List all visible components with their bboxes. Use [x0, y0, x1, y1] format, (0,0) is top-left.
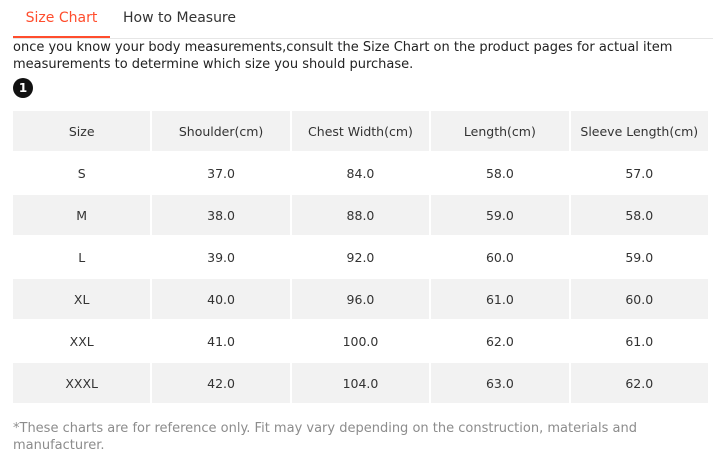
cell-sleeve-length: 58.0 — [570, 195, 708, 235]
cell-size: S — [77, 165, 86, 181]
table-row: M 38.0 88.0 59.0 58.0 — [13, 195, 708, 235]
cell-size: L — [78, 249, 86, 265]
column-header-length: Length(cm) — [431, 111, 569, 151]
cell-shoulder: 42.0 — [152, 363, 290, 403]
cell-sleeve-length: 60.0 — [570, 279, 708, 319]
cell-length: 62.0 — [485, 333, 514, 349]
table-row: XL 40.0 96.0 61.0 60.0 — [13, 279, 708, 319]
cell-shoulder: 39.0 — [207, 249, 235, 265]
cell-shoulder: 40.0 — [152, 279, 290, 319]
cell-chest-width: 84.0 — [346, 165, 375, 181]
column-header-sleeve-length: Sleeve Length(cm) — [570, 111, 708, 151]
cell-length: 58.0 — [485, 165, 514, 181]
cell-length: 63.0 — [431, 363, 569, 403]
size-chart-table: Size Shoulder(cm) Chest Width(cm) Length… — [11, 109, 710, 405]
table-header-row: Size Shoulder(cm) Chest Width(cm) Length… — [13, 111, 708, 151]
cell-sleeve-length: 61.0 — [625, 333, 654, 349]
reference-disclaimer: *These charts are for reference only. Fi… — [13, 421, 637, 453]
cell-chest-width: 96.0 — [291, 279, 430, 319]
cell-length: 60.0 — [485, 249, 514, 265]
tab-bar: Size Chart How to Measure — [13, 0, 713, 39]
column-header-shoulder: Shoulder(cm) — [152, 111, 290, 151]
cell-chest-width: 88.0 — [291, 195, 430, 235]
table-row: XXL 41.0 100.0 62.0 61.0 — [13, 321, 708, 361]
cell-shoulder: 38.0 — [152, 195, 290, 235]
cell-sleeve-length: 57.0 — [625, 165, 654, 181]
column-header-size: Size — [13, 111, 151, 151]
cell-sleeve-length: 62.0 — [570, 363, 708, 403]
cell-length: 61.0 — [431, 279, 569, 319]
cell-shoulder: 41.0 — [207, 333, 235, 349]
tab-size-chart[interactable]: Size Chart — [13, 0, 110, 38]
table-row: L 39.0 92.0 60.0 59.0 — [13, 237, 708, 277]
cell-chest-width: 100.0 — [342, 333, 379, 349]
cell-shoulder: 37.0 — [207, 165, 235, 181]
cell-length: 59.0 — [431, 195, 569, 235]
table-row: S 37.0 84.0 58.0 57.0 — [13, 153, 708, 193]
cell-size: XXXL — [13, 363, 151, 403]
table-row: XXXL 42.0 104.0 63.0 62.0 — [13, 363, 708, 403]
column-header-chest-width: Chest Width(cm) — [291, 111, 430, 151]
tab-how-to-measure[interactable]: How to Measure — [123, 10, 236, 26]
cell-size: XXL — [69, 333, 94, 349]
cell-size: M — [13, 195, 151, 235]
cell-chest-width: 92.0 — [346, 249, 375, 265]
intro-text: once you know your body measurements,con… — [13, 40, 673, 72]
cell-sleeve-length: 59.0 — [625, 249, 654, 265]
cell-size: XL — [13, 279, 151, 319]
step-number-badge: 1 — [13, 78, 33, 98]
cell-chest-width: 104.0 — [291, 363, 430, 403]
